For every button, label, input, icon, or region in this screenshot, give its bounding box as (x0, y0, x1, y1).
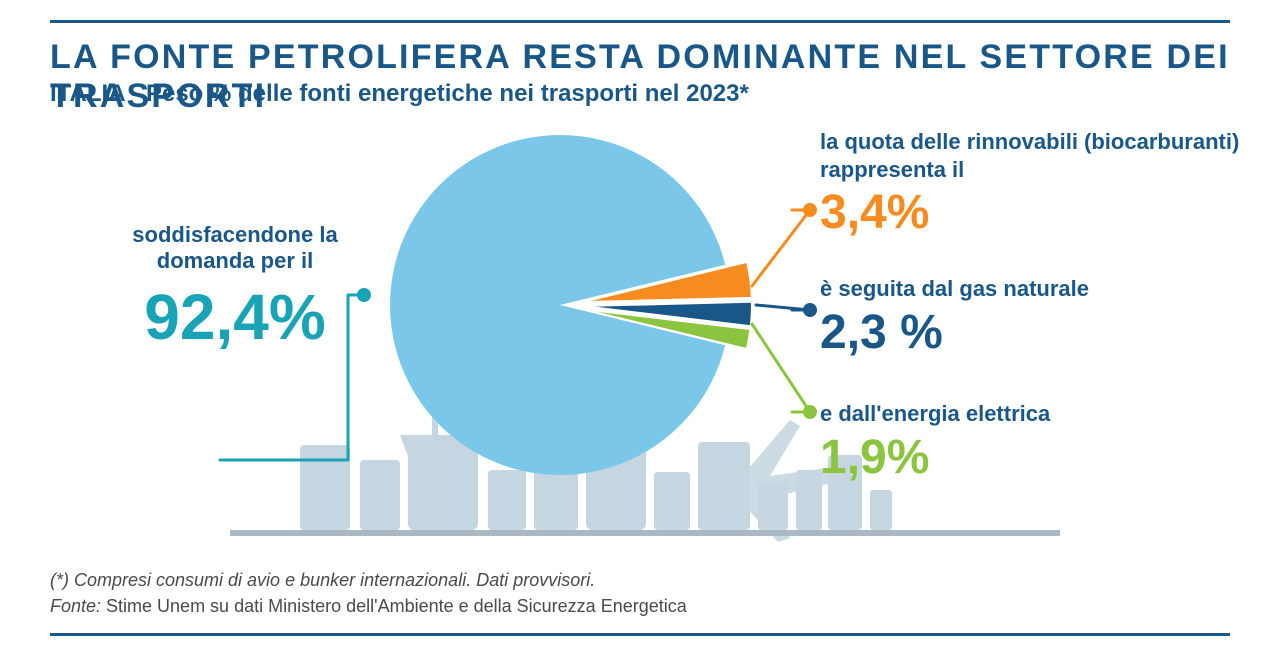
left-value: 92,4% (120, 280, 350, 354)
callout-gas: è seguita dal gas naturale 2,3 % (820, 275, 1240, 359)
callout-electric: e dall'energia elettrica 1,9% (820, 400, 1240, 484)
infographic-frame: LA FONTE PETROLIFERA RESTA DOMINANTE NEL… (0, 0, 1280, 656)
callout-gas-value: 2,3 % (820, 307, 1240, 360)
callout-electric-caption: e dall'energia elettrica (820, 400, 1240, 428)
source-text: Stime Unem su dati Ministero dell'Ambien… (106, 596, 687, 616)
source-line: Fonte: Stime Unem su dati Ministero dell… (50, 596, 687, 617)
callout-gas-caption: è seguita dal gas naturale (820, 275, 1240, 303)
left-caption: soddisfacendone la domanda per il (120, 222, 350, 274)
callout-renewables-caption: la quota delle rinnovabili (biocarburant… (820, 128, 1240, 183)
callout-electric-value: 1,9% (820, 432, 1240, 485)
callout-renewables-value: 3,4% (820, 187, 1240, 240)
footnote: (*) Compresi consumi di avio e bunker in… (50, 570, 595, 591)
ground-line (230, 530, 1060, 536)
pie-chart (390, 135, 752, 475)
source-label: Fonte: (50, 596, 106, 616)
callout-renewables: la quota delle rinnovabili (biocarburant… (820, 128, 1240, 240)
